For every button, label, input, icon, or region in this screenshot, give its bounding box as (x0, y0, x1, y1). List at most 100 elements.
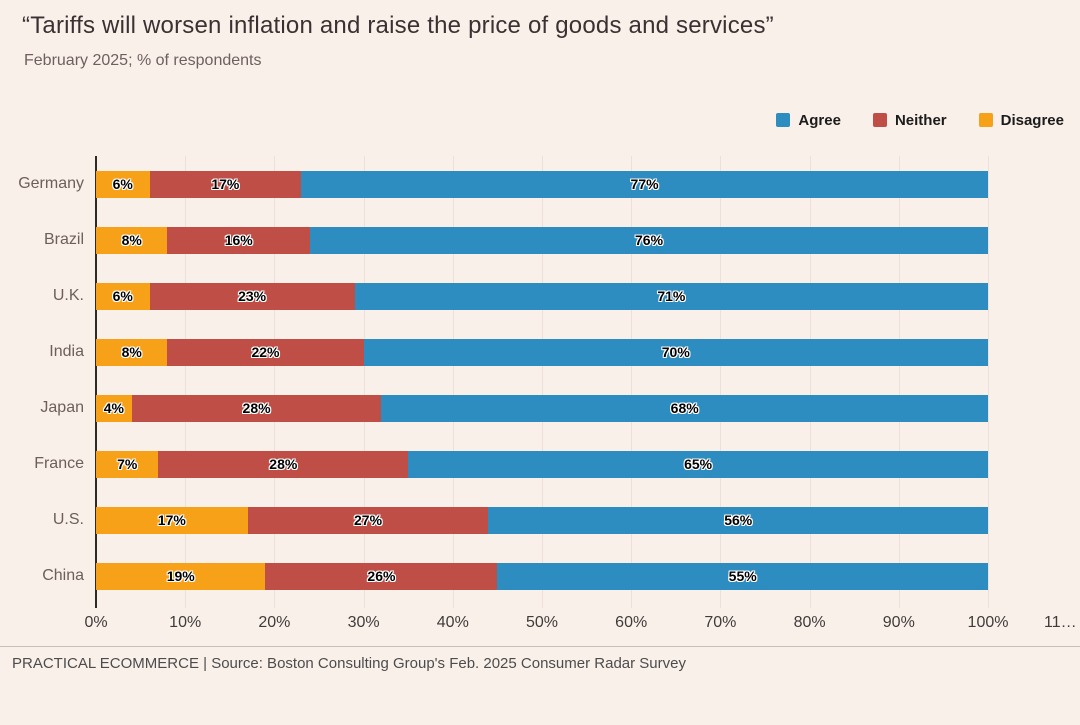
bar-value-label: 4% (103, 400, 124, 416)
bar-segment-agree[interactable]: 76% (310, 226, 988, 254)
bar-value-label: 6% (112, 288, 133, 304)
bar-segment-disagree[interactable]: 19% (96, 562, 266, 590)
bar-value-label: 26% (367, 568, 396, 584)
bar-value-label: 19% (166, 568, 195, 584)
bar-value-label: 76% (635, 232, 664, 248)
bar-segment-neither[interactable]: 27% (247, 506, 489, 534)
legend-label: Disagree (1000, 111, 1064, 129)
legend-swatch (978, 113, 993, 127)
plot-area: Germany 6% 17% 77% Brazil 8% 16% 76% U.K. 6% 23% 71… (0, 156, 1080, 608)
y-axis-label: U.S. (52, 511, 84, 528)
bar-track: 4% 28% 68% (96, 394, 988, 422)
x-axis-tick-label: 70% (704, 614, 737, 631)
x-axis-tick-label: 80% (793, 614, 826, 631)
bar-value-label: 8% (121, 344, 142, 360)
chart: Germany 6% 17% 77% Brazil 8% 16% 76% U.K. 6% 23% 71… (0, 156, 1080, 640)
legend-item-agree[interactable]: Agree (776, 110, 841, 130)
bar-value-label: 17% (211, 176, 240, 192)
legend: Agree Neither Disagree (0, 70, 1080, 130)
bar-value-label: 28% (242, 400, 271, 416)
chart-subtitle: February 2025; % of respondents (24, 52, 262, 69)
bar-value-label: 23% (238, 288, 267, 304)
bar-segment-neither[interactable]: 17% (149, 170, 302, 198)
x-axis-tick-label: 11… (1044, 614, 1077, 631)
x-axis-tick-label: 30% (347, 614, 380, 631)
legend-label: Agree (798, 111, 841, 129)
chart-title: “Tariffs will worsen inflation and raise… (22, 12, 774, 39)
bar-value-label: 70% (661, 344, 690, 360)
bar-track: 7% 28% 65% (96, 450, 988, 478)
bar-segment-neither[interactable]: 28% (158, 450, 409, 478)
bar-segment-agree[interactable]: 71% (354, 282, 988, 310)
x-axis-tick-label: 20% (258, 614, 291, 631)
x-axis-tick-label: 100% (967, 614, 1009, 631)
bar-track: 8% 16% 76% (96, 226, 988, 254)
x-axis-tick-label: 40% (436, 614, 469, 631)
bar-segment-neither[interactable]: 22% (167, 338, 364, 366)
bar-value-label: 17% (157, 512, 186, 528)
bar-value-label: 7% (117, 456, 138, 472)
gridline (898, 156, 900, 608)
bar-segment-agree[interactable]: 56% (488, 506, 988, 534)
bar-segment-disagree[interactable]: 4% (96, 394, 132, 422)
bar-track: 6% 23% 71% (96, 282, 988, 310)
x-axis-tick-label: 0% (84, 614, 108, 631)
legend-swatch (776, 113, 791, 127)
bar-track: 17% 27% 56% (96, 506, 988, 534)
bar-segment-neither[interactable]: 26% (265, 562, 498, 590)
y-axis-label: U.K. (52, 287, 84, 304)
y-axis-line (95, 156, 97, 608)
legend-item-disagree[interactable]: Disagree (978, 110, 1064, 130)
bar-value-label: 68% (670, 400, 699, 416)
gridline (988, 156, 989, 608)
bar-segment-neither[interactable]: 23% (149, 282, 355, 310)
bar-segment-disagree[interactable]: 6% (96, 282, 150, 310)
x-axis-tick-label: 90% (882, 614, 915, 631)
chart-rows: Germany 6% 17% 77% Brazil 8% 16% 76% U.K. 6% 23% 71… (0, 156, 1080, 604)
bar-segment-agree[interactable]: 70% (363, 338, 988, 366)
y-axis-label: China (42, 567, 84, 584)
gridline (542, 156, 543, 608)
legend-swatch (872, 113, 887, 127)
gridline (720, 156, 722, 608)
bar-value-label: 27% (354, 512, 383, 528)
chart-row: France 7% 28% 65% (0, 436, 1080, 492)
bar-value-label: 55% (728, 568, 757, 584)
gridline (631, 156, 633, 608)
y-axis-label: Brazil (43, 231, 84, 248)
chart-row: Germany 6% 17% 77% (0, 156, 1080, 212)
gridline (452, 156, 454, 608)
legend-label: Neither (894, 111, 947, 129)
bar-segment-agree[interactable]: 55% (497, 562, 988, 590)
bar-value-label: 22% (251, 344, 280, 360)
chart-row: Japan 4% 28% 68% (0, 380, 1080, 436)
bar-segment-agree[interactable]: 68% (381, 394, 988, 422)
bar-value-label: 77% (630, 176, 659, 192)
bar-track: 19% 26% 55% (96, 562, 988, 590)
bar-track: 6% 17% 77% (96, 170, 988, 198)
bar-segment-disagree[interactable]: 8% (96, 338, 168, 366)
y-axis-label: Japan (40, 399, 84, 416)
bar-segment-disagree[interactable]: 17% (96, 506, 248, 534)
chart-row: India 8% 22% 70% (0, 324, 1080, 380)
y-axis-label: France (34, 455, 84, 472)
source-attribution: PRACTICAL ECOMMERCE | Source: Boston Con… (0, 646, 1080, 672)
x-axis-tick-label: 50% (525, 614, 559, 631)
chart-row: U.K. 6% 23% 71% (0, 268, 1080, 324)
legend-item-neither[interactable]: Neither (872, 110, 947, 130)
bar-value-label: 65% (684, 456, 713, 472)
gridline (185, 156, 187, 608)
gridline (363, 156, 365, 608)
chart-row: China 19% 26% 55% (0, 548, 1080, 604)
bar-track: 8% 22% 70% (96, 338, 988, 366)
bar-segment-disagree[interactable]: 7% (96, 450, 159, 478)
chart-row: U.S. 17% 27% 56% (0, 492, 1080, 548)
bar-segment-agree[interactable]: 77% (301, 170, 988, 198)
bar-segment-disagree[interactable]: 8% (96, 226, 168, 254)
bar-segment-neither[interactable]: 16% (167, 226, 311, 254)
bar-value-label: 6% (112, 176, 133, 192)
bar-segment-neither[interactable]: 28% (131, 394, 382, 422)
bar-segment-disagree[interactable]: 6% (96, 170, 150, 198)
bar-segment-agree[interactable]: 65% (408, 450, 988, 478)
bar-value-label: 8% (121, 232, 142, 248)
